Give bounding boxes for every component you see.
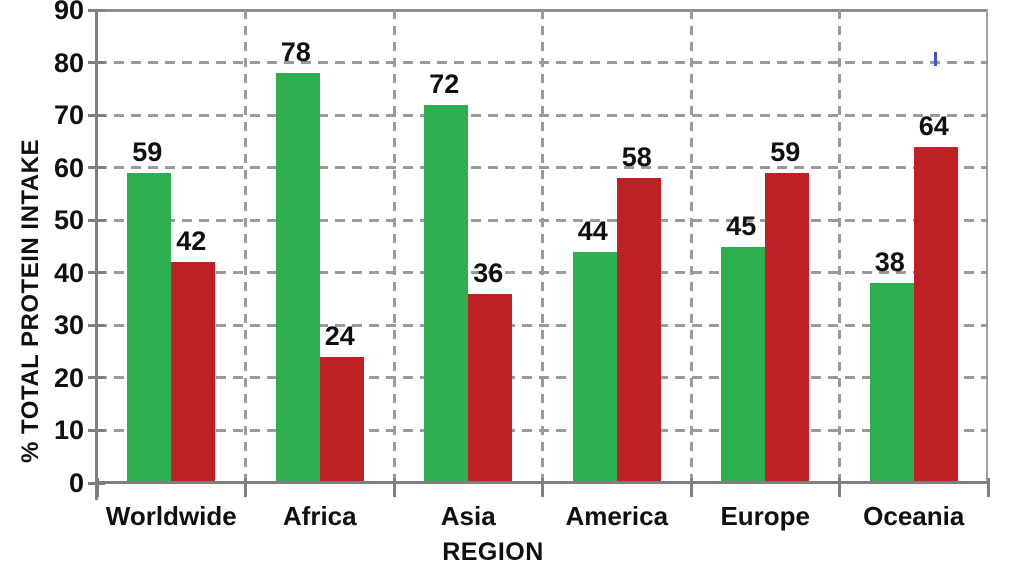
bar-green-oceania [869, 283, 914, 483]
x-category-label-africa: Africa [282, 501, 357, 531]
y-tick-70 [88, 113, 105, 117]
x-tick [541, 478, 544, 497]
value-label-red-africa: 24 [324, 320, 355, 351]
bar-green-america [572, 251, 617, 483]
value-label-red-america: 58 [621, 142, 652, 173]
bar-red-africa [319, 356, 364, 483]
bar-red-worldwide [171, 262, 216, 483]
y-tick-label: 0 [68, 468, 84, 498]
x-tick [244, 478, 247, 497]
value-label-red-worldwide: 42 [176, 226, 207, 257]
x-category-label-worldwide: Worldwide [105, 501, 237, 531]
x-tick [838, 478, 841, 497]
bar-red-europe [765, 172, 810, 483]
y-tick-label: 70 [53, 100, 84, 131]
y-tick-label: 50 [53, 205, 84, 236]
v-gridline [541, 10, 544, 483]
y-tick-10 [88, 428, 105, 432]
bar-green-africa [275, 73, 320, 483]
value-label-green-worldwide: 59 [132, 136, 163, 167]
y-tick-label: 40 [53, 257, 84, 288]
x-category-label-america: America [565, 501, 669, 531]
x-tick [95, 478, 99, 497]
plot-right-border [986, 10, 988, 483]
bar-red-oceania [913, 146, 958, 483]
x-tick [986, 478, 990, 497]
bar-red-asia [468, 293, 513, 483]
x-category-label-asia: Asia [440, 501, 496, 531]
x-category-label-oceania: Oceania [863, 501, 965, 531]
bar-green-europe [721, 246, 766, 483]
y-tick-label: 30 [53, 310, 84, 341]
x-axis-title: REGION [442, 538, 544, 566]
x-category-label-europe: Europe [720, 501, 811, 531]
value-label-red-asia: 36 [473, 257, 504, 288]
plot-area: 59 42 78 24 72 36 44 58 45 59 38 64 [97, 10, 988, 483]
v-gridline [689, 10, 693, 483]
y-tick-label: 60 [53, 152, 84, 183]
y-axis-line [95, 10, 98, 500]
value-label-green-europe: 45 [726, 210, 757, 241]
y-tick-80 [88, 61, 105, 65]
y-tick-30 [88, 323, 105, 327]
y-tick-60 [88, 166, 105, 170]
value-label-green-africa: 78 [280, 37, 311, 68]
v-gridline [392, 10, 396, 483]
v-gridline [244, 10, 247, 483]
y-tick-label: 90 [53, 0, 84, 25]
y-tick-90 [88, 8, 105, 12]
value-label-green-oceania: 38 [874, 247, 905, 278]
x-tick [689, 478, 693, 497]
stray-blue-mark [934, 52, 937, 66]
y-tick-label: 10 [53, 415, 84, 446]
y-tick-20 [88, 376, 105, 380]
y-tick-50 [88, 218, 105, 222]
y-tick-40 [88, 271, 105, 275]
bar-green-asia [424, 104, 469, 483]
value-label-green-asia: 72 [429, 68, 460, 99]
y-tick-label: 80 [53, 47, 84, 78]
x-tick [392, 478, 396, 497]
bar-red-america [616, 178, 661, 483]
y-tick-label: 20 [53, 362, 84, 393]
value-label-red-europe: 59 [770, 136, 801, 167]
bar-green-worldwide [127, 172, 172, 483]
value-label-green-america: 44 [577, 215, 608, 246]
v-gridline [838, 10, 841, 483]
value-label-red-oceania: 64 [918, 110, 949, 141]
